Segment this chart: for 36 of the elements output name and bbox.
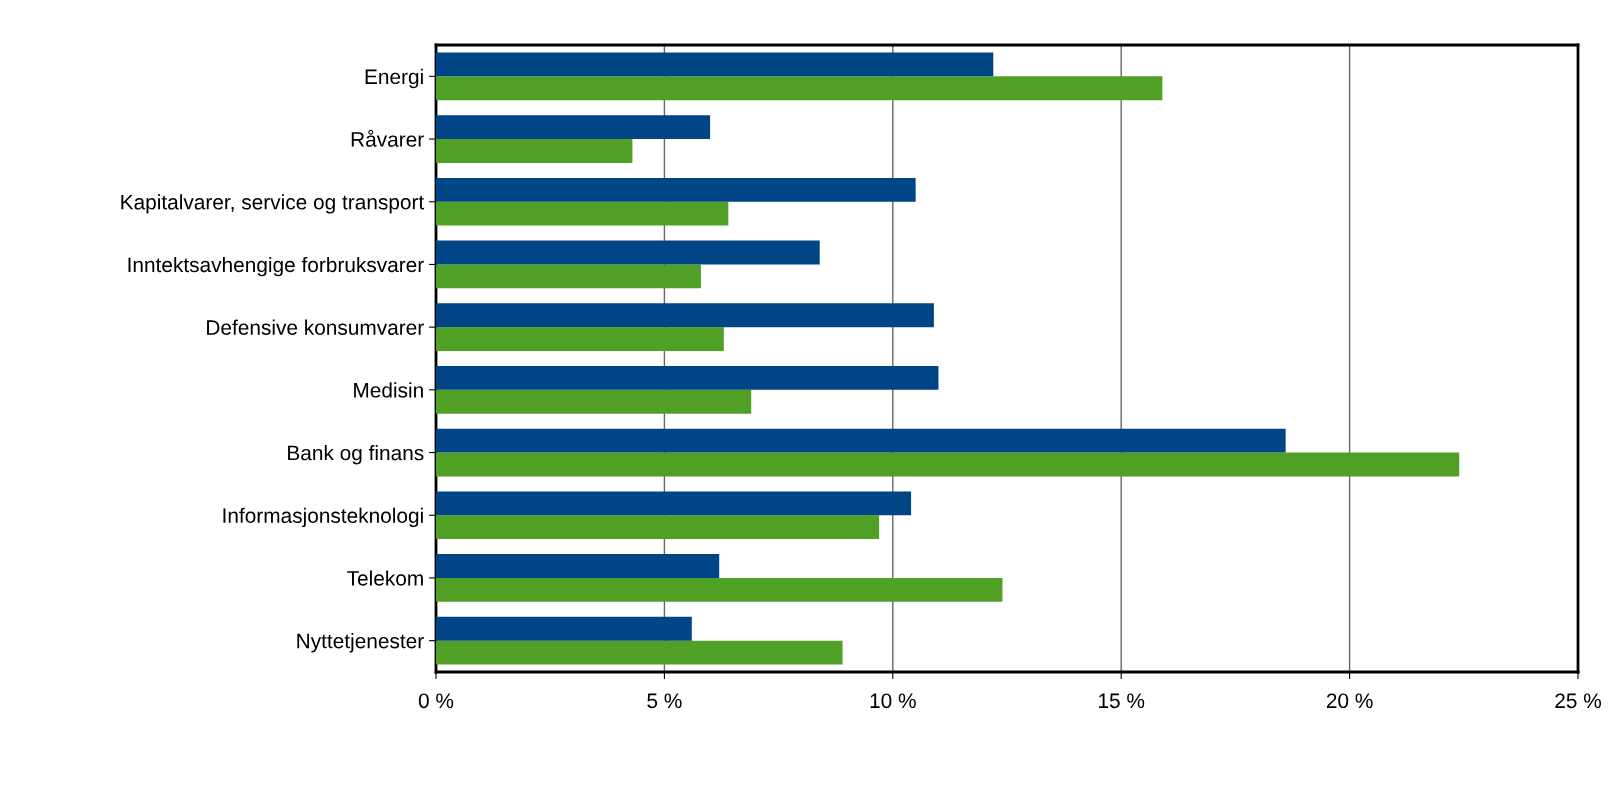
bar [436,201,729,226]
bar [436,389,752,414]
x-tick-label: 10 % [870,693,916,709]
bar [436,640,843,665]
y-tick-label: Inntektsavhengige forbruksvarer [128,256,424,277]
bar [436,264,701,289]
x-tick-label: 20 % [1326,693,1373,709]
bar [436,577,1003,602]
x-tick-label: 15 % [1099,693,1145,709]
bar [436,366,939,390]
y-tick-label: Informasjonsteknologi [223,507,423,528]
y-tick-label: Telekom [347,570,423,586]
y-tick-label: Nyttetjenester [297,633,424,653]
bar [436,491,912,516]
y-tick-label: Kapitalvarer, service og transport [121,194,425,214]
y-tick-label: Råvarer [351,129,424,147]
y-tick-label: Energi [365,68,423,89]
x-tick-label: 25 % [1555,693,1601,709]
bar [436,327,724,351]
bar [436,452,1460,477]
bar [436,76,1163,101]
bar [436,428,1286,453]
bar [436,52,994,77]
bar [436,177,916,202]
bar [436,554,720,578]
bar [436,515,880,540]
x-tick-label: 5 % [647,693,682,709]
x-tick-label: 0 % [418,693,454,709]
bar [436,303,934,328]
y-tick-label: Bank og finans [288,445,424,465]
bar [436,139,633,163]
y-tick-label: Medisin [354,382,423,398]
bar [436,240,820,265]
y-tick-label: Defensive konsumvarer [207,319,424,335]
bar [436,616,692,641]
bar [436,115,711,140]
